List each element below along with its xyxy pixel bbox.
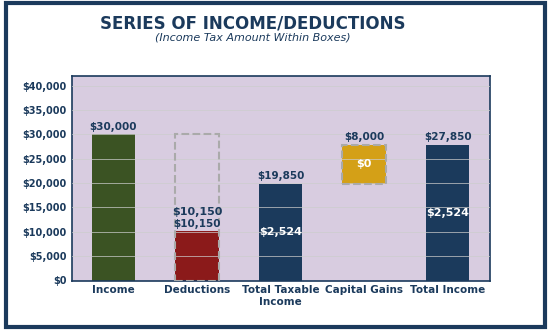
- Bar: [258, 184, 303, 280]
- Text: (Income Tax Amount Within Boxes): (Income Tax Amount Within Boxes): [155, 33, 351, 43]
- Bar: [342, 145, 386, 184]
- Text: $10,150: $10,150: [172, 207, 222, 217]
- Bar: [175, 231, 219, 280]
- Bar: [91, 134, 135, 280]
- Text: $2,524: $2,524: [259, 227, 302, 237]
- Text: $0: $0: [356, 159, 372, 169]
- Text: $19,850: $19,850: [257, 171, 304, 182]
- Text: $2,524: $2,524: [426, 208, 469, 218]
- Text: $8,000: $8,000: [344, 132, 384, 143]
- Text: $27,850: $27,850: [424, 132, 471, 143]
- Text: $30,000: $30,000: [90, 122, 137, 132]
- Bar: [426, 145, 470, 280]
- Text: SERIES OF INCOME/DEDUCTIONS: SERIES OF INCOME/DEDUCTIONS: [100, 15, 406, 33]
- Text: $10,150: $10,150: [173, 218, 221, 229]
- Text: 0% Capital Gains Zone: 0% Capital Gains Zone: [499, 112, 510, 245]
